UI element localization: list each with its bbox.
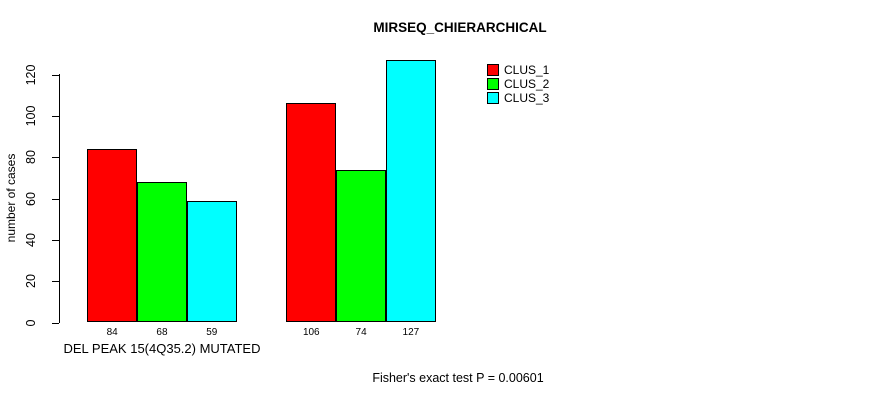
y-tick-mark xyxy=(52,74,59,76)
y-tick-label: 60 xyxy=(24,191,38,206)
bar-clus_1-group-2 xyxy=(286,103,337,323)
legend-label: CLUS_2 xyxy=(504,77,550,91)
y-axis-line xyxy=(59,74,60,323)
bar-value-label: 127 xyxy=(402,327,420,338)
bar-clus_1-group-1 xyxy=(87,148,138,323)
y-tick-label: 20 xyxy=(24,274,38,289)
y-tick-mark xyxy=(52,115,59,117)
y-tick-mark xyxy=(52,157,59,159)
bar-value-label: 74 xyxy=(355,327,367,338)
y-tick-label: 100 xyxy=(24,105,38,127)
legend-swatch-icon xyxy=(487,78,499,90)
bar-value-label: 106 xyxy=(302,327,320,338)
y-tick-label: 40 xyxy=(24,232,38,247)
legend-row-clus_3: CLUS_3 xyxy=(487,91,549,105)
legend-swatch-icon xyxy=(487,64,499,76)
fisher-test-annotation: Fisher's exact test P = 0.00601 xyxy=(372,371,544,385)
bar-clus_2-group-1 xyxy=(137,181,187,323)
y-axis-title: number of cases xyxy=(4,153,18,243)
x-axis-group-label: DEL PEAK 15(4Q35.2) MUTATED xyxy=(63,341,261,356)
legend-label: CLUS_3 xyxy=(504,91,550,105)
chart-title: MIRSEQ_CHIERARCHICAL xyxy=(373,20,547,35)
y-tick-label: 120 xyxy=(24,64,38,85)
legend: CLUS_1 CLUS_2 CLUS_3 xyxy=(487,63,549,105)
bar-value-label: 68 xyxy=(156,327,168,338)
y-tick-mark xyxy=(52,239,59,241)
bar-value-label: 59 xyxy=(206,327,218,338)
y-tick-label: 0 xyxy=(24,319,38,326)
bar-value-label: 84 xyxy=(106,327,118,338)
y-tick-mark xyxy=(52,322,59,324)
bar-clus_3-group-2 xyxy=(386,60,436,323)
y-tick-mark xyxy=(52,198,59,200)
legend-swatch-icon xyxy=(487,92,499,104)
legend-row-clus_1: CLUS_1 xyxy=(487,63,549,77)
y-tick-mark xyxy=(52,281,59,283)
y-tick-label: 80 xyxy=(24,150,38,165)
legend-row-clus_2: CLUS_2 xyxy=(487,77,549,91)
bar-clus_2-group-2 xyxy=(336,169,386,323)
legend-label: CLUS_1 xyxy=(504,63,550,77)
bar-clus_3-group-1 xyxy=(186,200,237,323)
